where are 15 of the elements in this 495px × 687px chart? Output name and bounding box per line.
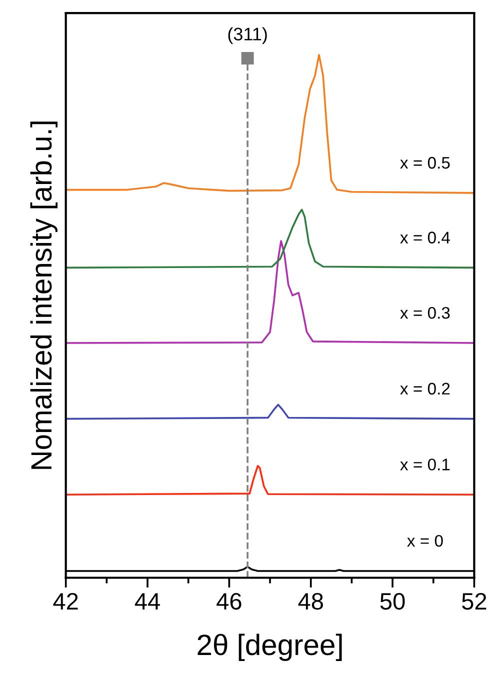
series-label: x = 0.5 [400, 156, 450, 169]
x-tick-label: 42 [53, 592, 78, 610]
series-label: x = 0.3 [400, 306, 450, 319]
x-tick-label: 46 [216, 592, 242, 610]
x-tick-label: 44 [134, 593, 160, 610]
series-label: x = 0 [407, 534, 443, 547]
x-tick-label: 50 [380, 592, 405, 610]
x-axis-title: 2θ [degree] [198, 634, 342, 661]
y-axis-title: Nomalized intensity [arb.u.] [30, 122, 58, 469]
x-tick-label: 52 [462, 592, 486, 610]
series-label: x = 0.4 [400, 232, 450, 244]
series-label: x = 0.1 [400, 458, 450, 470]
text: (311) [228, 27, 267, 44]
x-tick-label: 48 [298, 592, 323, 610]
series-label: x = 0.2 [400, 382, 450, 395]
